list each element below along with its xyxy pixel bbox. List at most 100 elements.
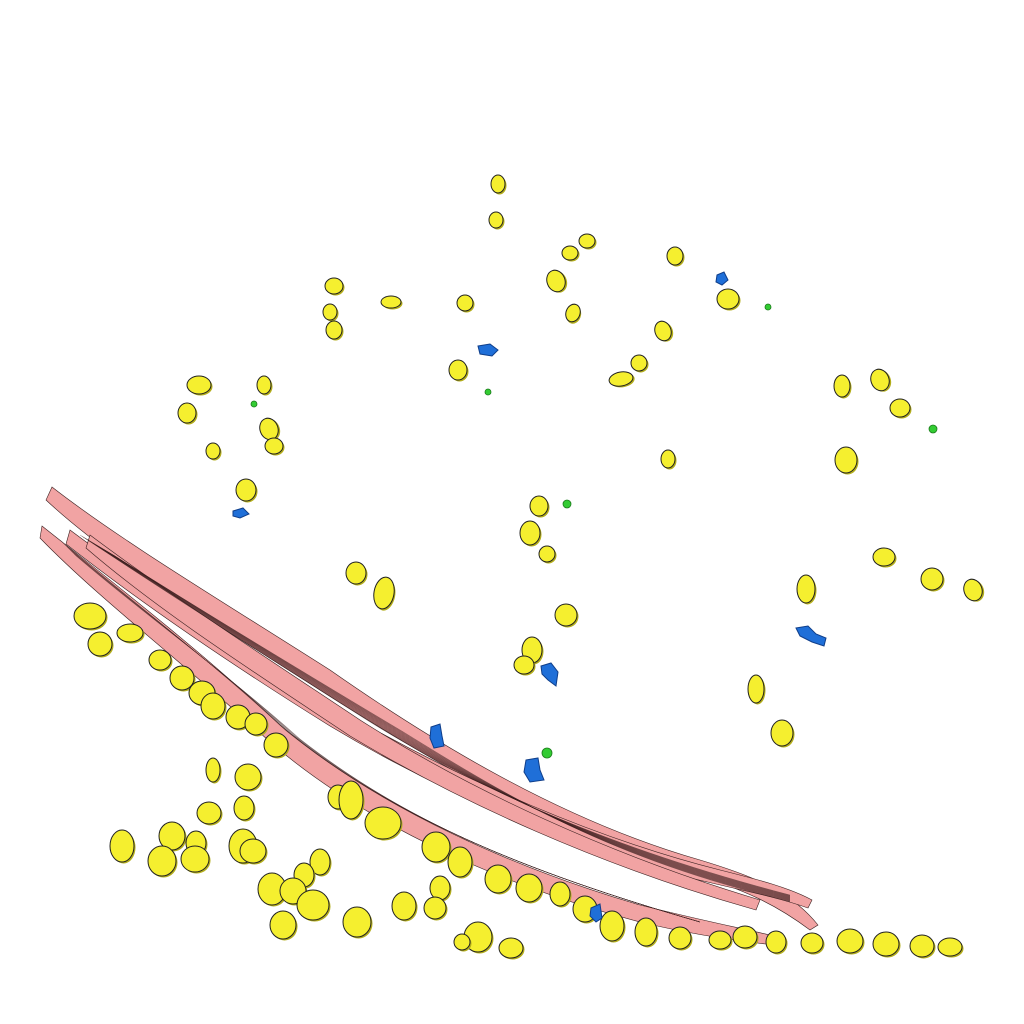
yellow-cell-body — [270, 911, 296, 939]
yellow-cell-body — [709, 931, 731, 949]
yellow-cell — [343, 907, 373, 939]
yellow-cell-body — [206, 758, 220, 782]
yellow-cell — [766, 931, 788, 955]
yellow-cell-body — [485, 865, 511, 893]
yellow-cell — [661, 450, 677, 470]
yellow-cell-body — [240, 839, 266, 863]
yellow-cell-body — [234, 796, 254, 820]
yellow-cell — [910, 935, 936, 959]
blue-blob — [233, 508, 249, 518]
yellow-cell — [652, 318, 676, 344]
yellow-cell — [667, 247, 685, 267]
yellow-cell-body — [148, 846, 176, 876]
yellow-cell-body — [834, 375, 850, 397]
yellow-cell — [234, 796, 256, 822]
yellow-cell — [835, 447, 859, 475]
yellow-cell-body — [489, 212, 503, 228]
yellow-cell-body — [733, 926, 757, 948]
yellow-cell-body — [422, 832, 450, 862]
yellow-cell — [457, 295, 475, 313]
yellow-cell-body — [797, 575, 815, 603]
yellow-cell-body — [448, 847, 472, 877]
yellow-cell — [868, 366, 894, 395]
yellow-cell-body — [835, 447, 857, 473]
yellow-cell — [325, 278, 345, 296]
yellow-cell — [834, 375, 852, 399]
yellow-cell — [499, 938, 525, 960]
yellow-cell-body — [170, 666, 194, 690]
yellow-cell — [491, 175, 507, 195]
yellow-cell-body — [178, 403, 196, 423]
yellow-cell — [562, 246, 580, 262]
blue-blob — [716, 272, 728, 285]
yellow-cell — [631, 355, 649, 373]
yellow-cell-body — [890, 399, 910, 417]
yellow-cell — [608, 370, 636, 390]
yellow-cell-body — [371, 576, 396, 611]
yellow-cell-body — [264, 733, 288, 757]
yellow-cell-body — [771, 720, 793, 746]
yellow-cell-body — [181, 846, 209, 872]
yellow-cell-body — [491, 175, 505, 193]
yellow-cell-body — [381, 296, 401, 308]
yellow-cell — [539, 546, 557, 564]
yellow-cell-body — [910, 935, 934, 957]
yellow-cell-body — [424, 897, 446, 919]
yellow-cell-body — [326, 321, 342, 339]
yellow-cell-body — [201, 693, 225, 719]
green-dot — [765, 304, 771, 310]
yellow-cell-body — [297, 890, 329, 920]
yellow-cell — [381, 296, 403, 310]
yellow-cell — [555, 604, 579, 628]
yellow-cell — [837, 929, 865, 955]
yellow-cell-body — [530, 496, 548, 516]
yellow-cell — [921, 568, 945, 592]
yellow-cell — [520, 521, 542, 547]
yellow-cell-body — [235, 764, 261, 790]
yellow-cell — [797, 575, 817, 605]
yellow-cell-body — [635, 918, 657, 946]
yellow-cell-body — [110, 830, 134, 862]
yellow-cell-body — [514, 656, 534, 674]
yellow-cell — [890, 399, 912, 419]
green-dot — [563, 500, 571, 508]
yellow-cell — [961, 576, 987, 605]
yellow-cell-body — [323, 304, 337, 320]
yellow-cell-body — [325, 278, 343, 294]
blue-blob — [478, 344, 498, 356]
yellow-cell — [579, 234, 597, 250]
yellow-cell — [801, 933, 825, 955]
yellow-cell — [771, 720, 795, 748]
yellow-cell — [748, 675, 766, 705]
yellow-cell — [110, 830, 136, 864]
yellow-cell — [346, 562, 368, 586]
yellow-cell — [187, 376, 213, 396]
yellow-cell-body — [454, 934, 470, 950]
yellow-cell-body — [539, 546, 555, 562]
yellow-cell-body — [544, 268, 568, 295]
yellow-cell — [117, 624, 145, 644]
yellow-cell — [371, 576, 398, 613]
blue-blob — [524, 758, 544, 782]
yellow-cell-body — [516, 874, 542, 902]
yellow-cell-body — [257, 376, 271, 394]
yellow-cell-body — [667, 247, 683, 265]
yellow-cell — [873, 932, 901, 958]
yellow-cell-body — [631, 355, 647, 371]
yellow-cell-body — [579, 234, 595, 248]
green-dot — [929, 425, 937, 433]
yellow-cell-body — [921, 568, 943, 590]
yellow-cell-body — [661, 450, 675, 468]
yellow-cell — [563, 302, 584, 326]
yellow-cell-body — [149, 650, 171, 670]
yellow-cell-body — [346, 562, 366, 584]
yellow-cell — [235, 764, 263, 792]
yellow-cell-body — [868, 367, 892, 394]
yellow-cell-body — [430, 876, 450, 900]
blue-blob — [796, 626, 826, 646]
yellow-cell-body — [562, 246, 578, 260]
yellow-cell-body — [717, 289, 739, 309]
yellow-cell-body — [236, 479, 256, 501]
yellow-cell-body — [245, 713, 267, 735]
yellow-cell-body — [766, 931, 786, 953]
